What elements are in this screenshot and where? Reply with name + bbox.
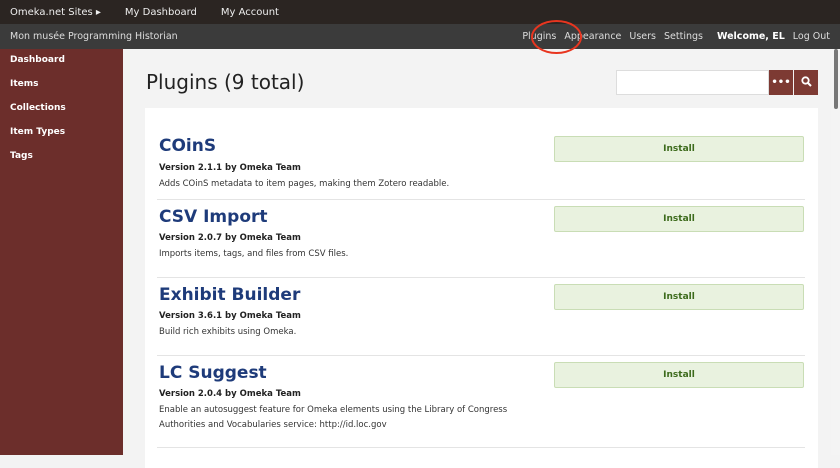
plugin-name: LC Suggest: [159, 363, 267, 383]
sidebar-item-item-types[interactable]: Item Types: [10, 127, 66, 137]
install-button[interactable]: Install: [554, 206, 804, 232]
site-name[interactable]: Mon musée Programming Historian: [10, 31, 178, 42]
scrollbar-track[interactable]: [831, 49, 840, 455]
nav-users[interactable]: Users: [629, 31, 656, 42]
page-title: Plugins (9 total): [146, 70, 305, 94]
search-button[interactable]: [794, 70, 818, 95]
plugin-version: Version 2.0.4 by Omeka Team: [159, 389, 301, 399]
welcome-text: Welcome, EL: [716, 31, 785, 42]
sidebar-item-items[interactable]: Items: [10, 79, 39, 89]
plugin-row: COinS Version 2.1.1 by Omeka Team Adds C…: [157, 130, 805, 200]
plugin-row: Exhibit Builder Version 3.6.1 by Omeka T…: [157, 278, 805, 356]
search-input[interactable]: [616, 70, 769, 95]
plugin-name: CSV Import: [159, 207, 268, 227]
install-button[interactable]: Install: [554, 362, 804, 388]
install-button[interactable]: Install: [554, 284, 804, 310]
my-account-link[interactable]: My Account: [220, 6, 279, 18]
plugins-list: COinS Version 2.1.1 by Omeka Team Adds C…: [145, 108, 818, 468]
highlight-circle: [531, 20, 582, 54]
nav-settings[interactable]: Settings: [664, 31, 703, 42]
scrollbar-thumb[interactable]: [834, 49, 838, 109]
nav-appearance[interactable]: Appearance: [564, 31, 622, 42]
plugin-version: Version 3.6.1 by Omeka Team: [159, 311, 301, 321]
plugin-description: Enable an autosuggest feature for Omeka …: [159, 405, 508, 430]
sidebar: Dashboard Items Collections Item Types T…: [0, 49, 123, 455]
plugin-description: Build rich exhibits using Omeka.: [159, 327, 297, 337]
plugin-row: LC Suggest Version 2.0.4 by Omeka Team E…: [157, 356, 805, 448]
plugin-description: Adds COinS metadata to item pages, makin…: [159, 179, 450, 189]
plugin-row: CSV Import Version 2.0.7 by Omeka Team I…: [157, 200, 805, 278]
site-bar: Mon musée Programming Historian Plugins …: [0, 24, 840, 49]
plugin-version: Version 2.1.1 by Omeka Team: [159, 163, 301, 173]
sidebar-item-collections[interactable]: Collections: [10, 103, 66, 113]
plugin-name: Exhibit Builder: [159, 285, 301, 305]
sidebar-item-tags[interactable]: Tags: [10, 151, 33, 161]
my-dashboard-link[interactable]: My Dashboard: [124, 6, 197, 18]
search-icon: [800, 75, 812, 90]
install-button[interactable]: Install: [554, 136, 804, 162]
top-bar: Omeka.net Sites ▸ My Dashboard My Accoun…: [0, 0, 840, 24]
logout-link[interactable]: Log Out: [792, 31, 830, 42]
plugin-description: Imports items, tags, and files from CSV …: [159, 249, 349, 259]
plugin-name: COinS: [159, 136, 217, 156]
plugin-version: Version 2.0.7 by Omeka Team: [159, 233, 301, 243]
advanced-search-button[interactable]: •••: [769, 70, 793, 95]
sidebar-item-dashboard[interactable]: Dashboard: [10, 55, 65, 65]
omeka-sites-menu[interactable]: Omeka.net Sites ▸: [10, 6, 101, 18]
